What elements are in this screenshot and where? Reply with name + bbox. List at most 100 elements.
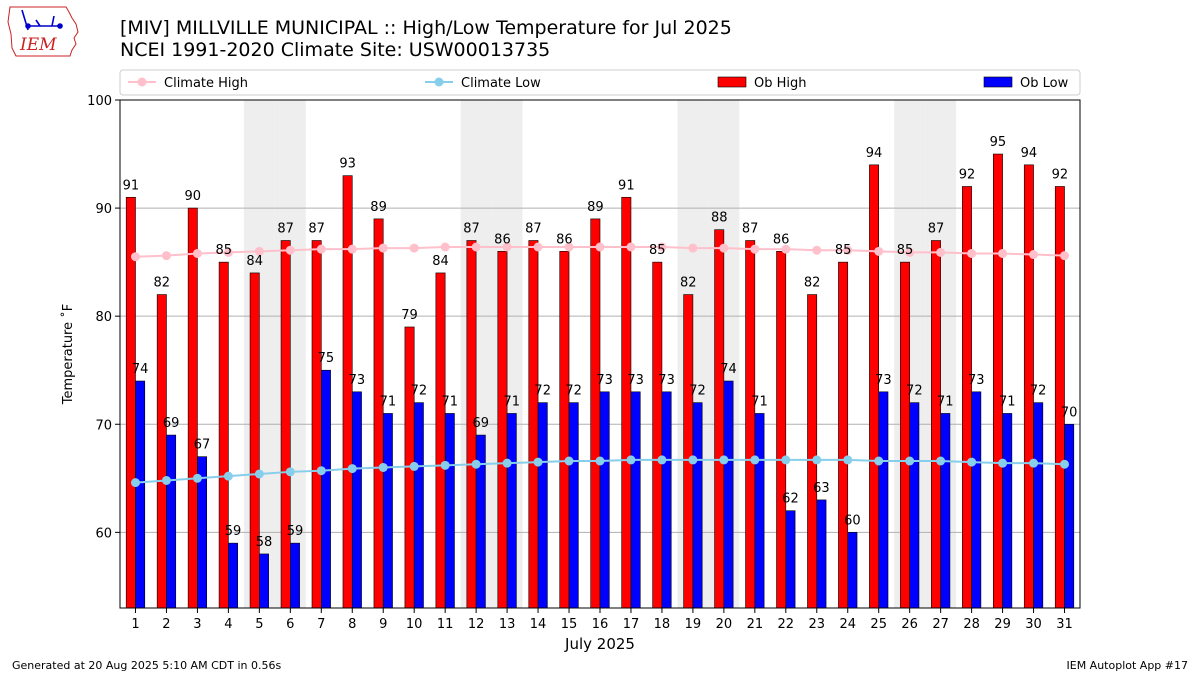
climate-high-point [626, 242, 636, 252]
ob-high-bar [992, 153, 1003, 609]
ob-low-bar [599, 391, 610, 609]
ob-high-label: 92 [1052, 167, 1069, 182]
y-axis-label: Temperature ˚F [60, 304, 76, 405]
app-note: IEM Autoplot App #17 [1066, 659, 1189, 672]
y-tick-label: 60 [95, 526, 112, 541]
ob-low-label: 71 [999, 394, 1016, 409]
climate-low-point [409, 461, 419, 471]
ob-high-bar [497, 251, 508, 609]
ob-low-label: 59 [287, 524, 304, 539]
ob-low-label: 60 [844, 513, 861, 528]
climate-high-point [130, 252, 140, 262]
ob-low-label: 58 [256, 535, 273, 550]
ob-high-label: 95 [990, 135, 1007, 150]
ob-low-bar [506, 413, 517, 609]
legend-ob-low-swatch [983, 76, 1013, 88]
ob-low-bar [909, 402, 920, 609]
x-tick-label: 10 [406, 617, 423, 632]
climate-low-point [1029, 458, 1039, 468]
ob-high-label: 84 [432, 254, 449, 269]
ob-low-label: 72 [906, 384, 923, 399]
x-tick-label: 16 [592, 617, 609, 632]
climate-high-point [719, 243, 729, 253]
ob-high-label: 87 [928, 222, 945, 237]
x-tick-label: 22 [778, 617, 795, 632]
ob-high-label: 82 [680, 276, 697, 291]
climate-lines [130, 242, 1070, 488]
x-tick-label: 20 [716, 617, 733, 632]
climate-high-point [1029, 250, 1039, 260]
ob-high-label: 94 [1021, 146, 1038, 161]
legend-ob-high-label: Ob High [754, 76, 807, 91]
climate-low-point [657, 455, 667, 465]
ob-low-label: 62 [782, 492, 799, 507]
legend-ob-high-swatch [717, 76, 747, 88]
ob-low-bar [723, 380, 734, 609]
ob-high-label: 82 [804, 276, 821, 291]
ob-low-bar [754, 413, 765, 609]
climate-high-point [471, 242, 481, 252]
x-tick-label: 30 [1025, 617, 1042, 632]
climate-low-point [750, 455, 760, 465]
x-axis-label: July 2025 [564, 635, 635, 653]
ob-high-label: 87 [463, 222, 480, 237]
y-tick-label: 80 [95, 310, 112, 325]
ob-low-bar [816, 499, 827, 609]
ob-high-label: 79 [401, 308, 418, 323]
climate-high-point [688, 243, 698, 253]
ob-high-bar [652, 261, 663, 609]
x-tick-label: 13 [499, 617, 516, 632]
ob-low-label: 70 [1061, 405, 1078, 420]
ob-high-label: 88 [711, 211, 728, 226]
ob-high-bar [218, 261, 229, 609]
climate-low-point [1060, 459, 1070, 469]
climate-low-point [905, 456, 915, 466]
climate-high-point [843, 245, 853, 255]
x-tick-label: 2 [162, 617, 170, 632]
ob-low-bar [1002, 413, 1013, 609]
legend-climate-high-label: Climate High [164, 76, 248, 91]
climate-low-point [874, 456, 884, 466]
climate-high-point [440, 242, 450, 252]
ob-high-bar [931, 240, 941, 609]
x-tick-label: 14 [530, 617, 547, 632]
ob-low-bar [537, 402, 548, 609]
climate-low-point [471, 459, 481, 469]
ob-high-bar [683, 294, 694, 609]
ob-high-label: 89 [587, 200, 604, 215]
ob-low-bar [878, 391, 889, 609]
ob-low-label: 71 [503, 394, 520, 409]
climate-high-point [812, 245, 822, 255]
ob-low-bar [630, 391, 641, 609]
ob-low-bar [847, 532, 858, 609]
climate-high-point [998, 248, 1008, 258]
chart-title: [MIV] MILLVILLE MUNICIPAL :: High/Low Te… [120, 17, 732, 39]
x-tick-label: 8 [348, 617, 356, 632]
ob-low-label: 69 [163, 416, 180, 431]
climate-low-point [347, 464, 357, 474]
climate-low-point [533, 457, 543, 467]
climate-high-point [223, 247, 233, 257]
ob-low-label: 71 [442, 394, 459, 409]
x-tick-label: 18 [654, 617, 671, 632]
climate-high-point [316, 244, 326, 254]
ob-high-label: 85 [215, 243, 232, 258]
ob-low-label: 73 [596, 373, 613, 388]
ob-low-bar [228, 542, 238, 609]
legend-climate-low-label: Climate Low [461, 76, 541, 91]
legend: Climate High Climate Low Ob High Ob Low [119, 69, 1081, 96]
climate-high-point [378, 243, 388, 253]
climate-high-point [409, 243, 419, 253]
y-tick-label: 100 [87, 94, 112, 109]
ob-low-label: 74 [132, 362, 149, 377]
climate-high-point [161, 251, 171, 261]
ob-high-label: 87 [277, 222, 294, 237]
logo-text: IEM [19, 35, 57, 55]
ob-low-bar [382, 413, 393, 609]
ob-low-label: 73 [349, 373, 366, 388]
ob-high-bar [435, 272, 446, 609]
ob-high-bar [776, 251, 787, 609]
ob-high-label: 90 [185, 189, 202, 204]
ob-low-label: 67 [194, 438, 211, 453]
ob-low-bar [444, 413, 455, 609]
